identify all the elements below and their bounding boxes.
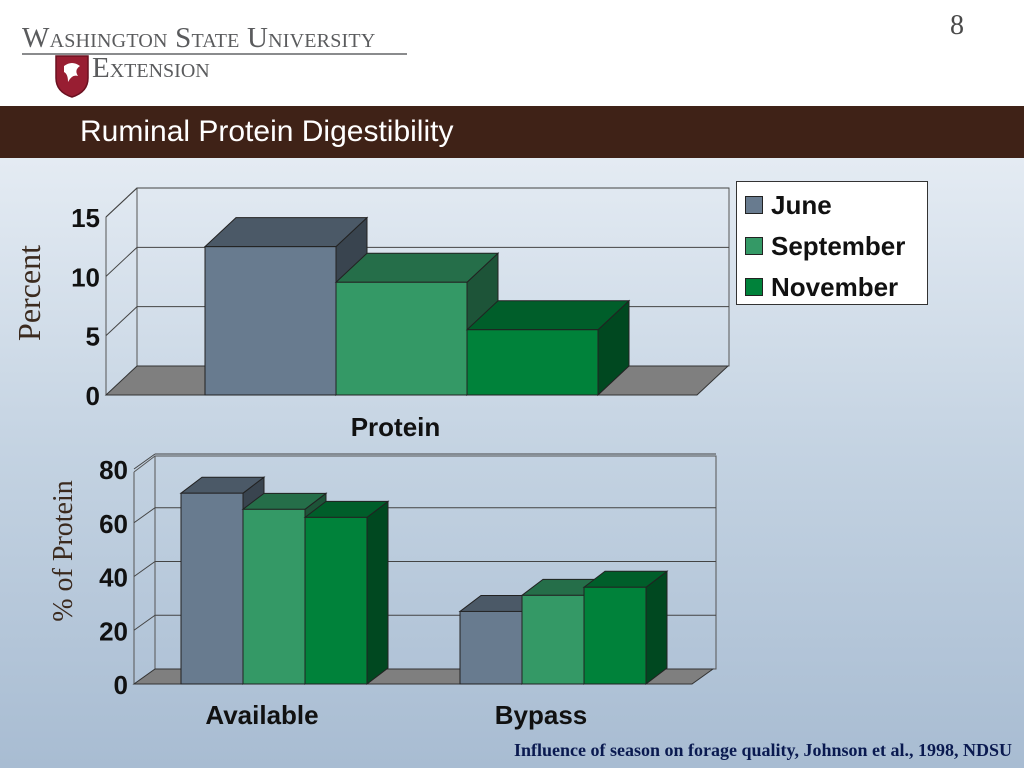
bar-side <box>645 570 668 686</box>
page-number: 8 <box>950 10 964 41</box>
charts-area: 0 5 10 15 Protein Percent 0 20 40 60 80 Available By… <box>11 187 730 730</box>
legend-label: June <box>771 189 832 220</box>
y-tick-label: 20 <box>99 616 128 646</box>
y-tick-label: 80 <box>99 455 128 485</box>
extension-name: Extension <box>92 52 210 84</box>
gridline <box>133 507 156 524</box>
logo-rule <box>22 53 407 55</box>
legend-label: November <box>771 271 899 302</box>
bar-november <box>583 586 647 685</box>
y-tick-label: 15 <box>71 203 100 233</box>
bar-june <box>204 246 337 396</box>
legend-item-june: June <box>745 190 832 220</box>
bar-november <box>304 516 368 685</box>
legend-swatch-june <box>745 196 763 214</box>
gridline <box>133 561 156 577</box>
y-tick-label: 60 <box>99 509 128 539</box>
gridline <box>133 614 156 631</box>
y-axis-title: % of Protein <box>48 480 79 622</box>
title-bar: Ruminal Protein Digestibility <box>0 106 1024 158</box>
bar-september <box>335 281 468 396</box>
bar-side <box>366 500 389 686</box>
legend-swatch-november <box>745 278 763 296</box>
y-tick-label: 40 <box>99 563 128 593</box>
gridline <box>105 187 138 218</box>
gridline <box>133 453 156 470</box>
legend-item-november: November <box>745 272 898 302</box>
bar-june <box>459 610 523 685</box>
x-category-label: Bypass <box>495 700 588 730</box>
x-category-label: Protein <box>351 412 441 442</box>
source-caption: Influence of season on forage quality, J… <box>513 740 1012 760</box>
y-tick-label: 5 <box>86 322 100 352</box>
y-axis-title: Percent <box>11 245 47 341</box>
legend-label: September <box>771 230 906 261</box>
slide-title: Ruminal Protein Digestibility <box>80 115 454 148</box>
y-tick-label: 0 <box>86 381 100 411</box>
bar-june <box>180 492 244 685</box>
bar-september <box>521 594 585 685</box>
x-category-label: Available <box>205 700 318 730</box>
gridline <box>105 246 138 277</box>
y-tick-label: 10 <box>71 262 100 292</box>
bar-september <box>242 508 306 685</box>
wsu-extension-logo: Washington State University Extension <box>22 22 422 102</box>
legend-item-september: September <box>745 231 905 261</box>
bar-november <box>466 329 599 396</box>
university-name: Washington State University <box>22 22 376 54</box>
side-wall-edge <box>133 455 156 473</box>
chart-legend: June September November <box>736 181 928 305</box>
cougar-shield-icon <box>55 55 89 98</box>
gridline <box>105 306 138 337</box>
y-tick-label: 0 <box>114 670 128 700</box>
legend-swatch-september <box>745 237 763 255</box>
